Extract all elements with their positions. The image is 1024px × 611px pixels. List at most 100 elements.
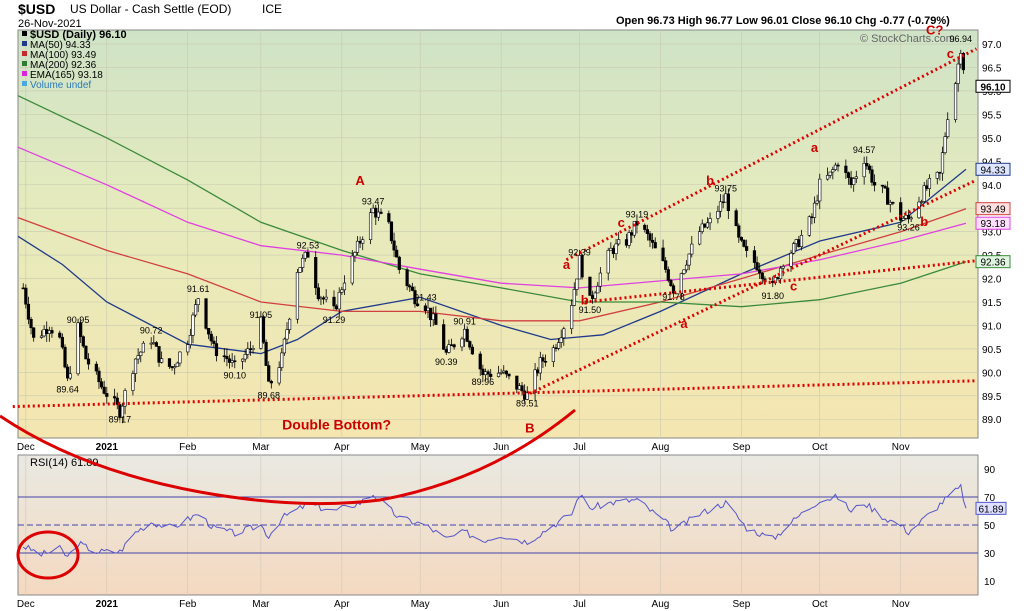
rsi-x-tick-label: Mar [252, 599, 270, 610]
rsi-x-tick-label: Aug [652, 599, 670, 610]
candle-body [113, 396, 117, 399]
wave-label: C? [926, 23, 943, 38]
x-tick-label: Jul [573, 442, 586, 453]
candle-body [79, 322, 83, 337]
candle-body [726, 193, 730, 212]
rsi-x-tick-label: Nov [892, 599, 910, 610]
candle-body [684, 264, 689, 271]
candle-body [240, 358, 245, 362]
chart-symbol: $USD [18, 1, 55, 17]
candle-body [32, 327, 36, 338]
x-tick-label: Oct [812, 442, 828, 453]
rsi-y-tick-label: 90 [984, 465, 996, 476]
candle-body [946, 119, 950, 138]
candle-body [21, 287, 25, 290]
candle-body [575, 278, 579, 290]
candle-body [596, 285, 600, 294]
candle-body [277, 367, 281, 384]
candle-body [81, 336, 85, 347]
candle-body [716, 210, 720, 219]
price-label: 91.29 [323, 315, 346, 325]
y-tick-label: 90.5 [982, 345, 1002, 356]
candle-body [543, 360, 548, 363]
candle-body [590, 295, 595, 299]
main-y-axis: 89.089.590.090.591.091.592.092.593.093.5… [982, 40, 1002, 426]
price-label: 96.94 [950, 34, 973, 44]
candle-body [99, 381, 104, 388]
candle-body [734, 210, 738, 227]
candle-body [186, 344, 190, 353]
candle-body [173, 366, 177, 369]
candle-body [666, 269, 670, 281]
candle-body [833, 164, 838, 170]
rsi-y-tick-label: 50 [984, 521, 996, 532]
candle-body [97, 370, 101, 383]
candle-body [301, 257, 305, 268]
candle-body [797, 239, 801, 247]
x-tick-label: Feb [179, 442, 197, 453]
candle-body [358, 240, 362, 244]
candle-body [880, 184, 885, 187]
candle-body [123, 390, 127, 407]
price-label: 91.50 [579, 305, 602, 315]
candle-body [943, 136, 947, 153]
candle-body [246, 348, 250, 355]
wave-label: Double Bottom? [282, 417, 391, 433]
candle-body [269, 381, 273, 384]
rsi-x-tick-label: 2021 [96, 599, 119, 610]
candle-body [139, 351, 143, 356]
candle-body [831, 169, 835, 173]
candle-body [303, 252, 307, 259]
candle-body [755, 262, 759, 271]
legend-swatch [22, 41, 27, 46]
candle-body [319, 297, 323, 300]
price-label: 93.19 [626, 210, 649, 220]
candle-body [207, 328, 211, 335]
candle-body [141, 342, 145, 353]
candle-body [222, 355, 226, 358]
right-label-text: 93.49 [980, 205, 1005, 216]
candle-body [321, 297, 326, 300]
candle-body [708, 218, 712, 224]
candle-body [760, 272, 764, 280]
candle-body [462, 328, 467, 340]
candle-body [645, 229, 649, 234]
candle-body [580, 255, 584, 278]
candle-body [316, 287, 320, 300]
candle-body [891, 202, 895, 204]
main-x-axis: Dec 2021 Feb Mar Apr May Jun Jul Aug Sep Oct Nov [17, 442, 910, 453]
candle-body [794, 239, 798, 244]
candle-body [609, 247, 613, 251]
candle-body [264, 341, 268, 366]
legend-entry: Volume undef [30, 80, 91, 91]
candle-body [807, 216, 811, 236]
candle-body [371, 207, 375, 214]
ma-line-0 [17, 168, 967, 355]
candle-body [337, 291, 341, 310]
candle-body [423, 305, 428, 311]
candle-body [353, 252, 357, 257]
legend-entry: MA(200) 92.36 [30, 60, 97, 71]
candle-body [39, 335, 44, 338]
candle-body [682, 269, 686, 274]
candle-body [664, 260, 668, 270]
wave-label: c [618, 215, 625, 230]
candle-body [288, 318, 292, 330]
candle-body [227, 358, 232, 363]
candle-body [627, 232, 631, 246]
candle-body [925, 185, 929, 189]
candle-body [157, 346, 161, 363]
candle-body [444, 349, 448, 353]
candle-body [465, 328, 469, 342]
rsi-x-tick-label: Jul [573, 599, 586, 610]
candle-body [520, 385, 524, 392]
y-tick-label: 95.5 [982, 110, 1002, 121]
candle-body [551, 347, 555, 362]
x-tick-label: Dec [17, 442, 35, 453]
price-label: 90.72 [140, 326, 163, 336]
rsi-title: RSI(14) 61.89 [30, 457, 98, 469]
candle-body [721, 201, 725, 204]
candle-body [818, 178, 822, 202]
x-tick-label: Apr [334, 442, 350, 453]
candle-body [541, 357, 545, 362]
